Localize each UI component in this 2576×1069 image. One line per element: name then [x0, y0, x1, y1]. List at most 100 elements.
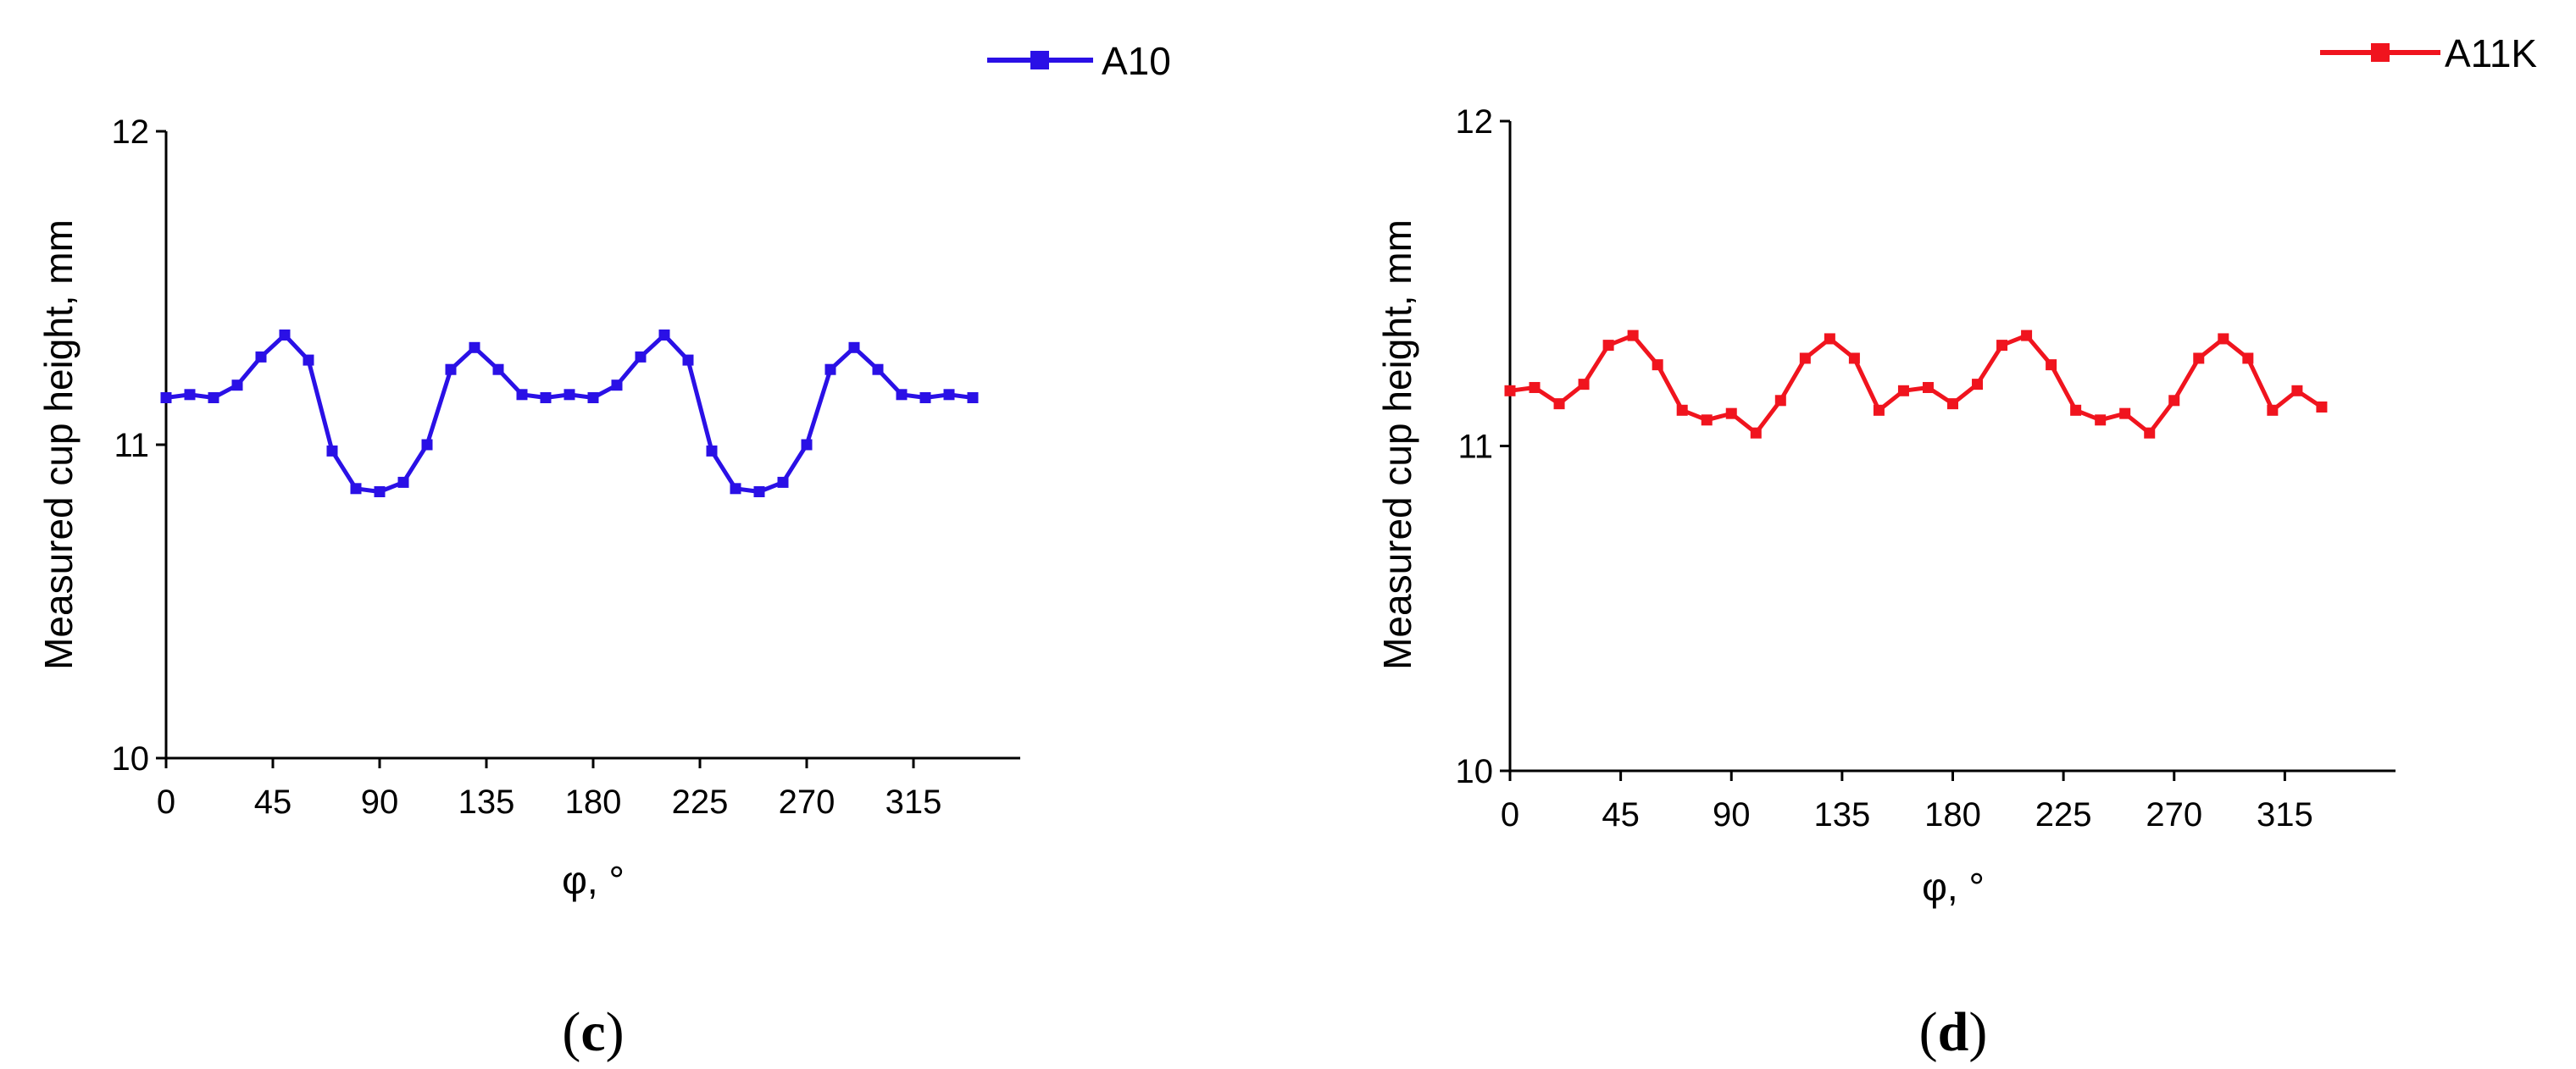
- legend-label-a10: A10: [1102, 39, 1171, 83]
- series-line-c-0: [165, 333, 974, 494]
- data-point-c-7: [326, 445, 338, 457]
- x-tick-label-c-1: 45: [254, 784, 292, 821]
- y-axis-label-c: Measured cup height, mm: [36, 219, 80, 670]
- x-tick-label-d-7: 315: [2257, 796, 2313, 834]
- data-point-c-32: [919, 392, 931, 403]
- data-point-c-17: [564, 389, 575, 401]
- data-point-c-22: [682, 354, 694, 366]
- x-ticks-c: 0 45 90 135 180 225 270 315: [157, 758, 942, 821]
- data-point-d-4: [1602, 340, 1614, 352]
- data-point-d-0: [1504, 385, 1516, 396]
- data-point-d-32: [2291, 385, 2303, 396]
- y-tick-label-d-0: 10: [1456, 753, 1494, 790]
- x-tick-label-d-6: 270: [2146, 796, 2202, 834]
- plot-area-c: [164, 131, 1020, 760]
- data-point-d-1: [1529, 381, 1541, 393]
- legend-swatch-marker-d: [2371, 43, 2390, 62]
- data-point-d-3: [1578, 379, 1590, 390]
- data-point-c-24: [730, 483, 741, 495]
- data-point-d-24: [2095, 414, 2107, 426]
- data-point-d-10: [1750, 427, 1762, 439]
- data-point-c-26: [777, 476, 789, 488]
- x-tick-label-c-4: 180: [565, 784, 622, 821]
- data-point-c-9: [374, 486, 386, 497]
- data-point-d-16: [1897, 385, 1909, 396]
- data-point-c-25: [753, 486, 765, 497]
- y-tick-label-c-0: 10: [112, 740, 150, 778]
- data-point-d-31: [2267, 404, 2279, 416]
- x-tick-label-c-3: 135: [458, 784, 515, 821]
- data-point-d-9: [1725, 407, 1737, 419]
- x-tick-label-d-0: 0: [1501, 796, 1519, 834]
- x-axis-label-c: φ, °: [562, 858, 625, 902]
- data-point-c-6: [303, 354, 314, 366]
- chart-panel-c: 10 11 12 0 45 90 135 180 225 270 315 φ, ° Measure…: [36, 39, 1171, 1063]
- data-point-d-17: [1922, 381, 1934, 393]
- data-point-c-5: [279, 330, 291, 341]
- data-point-d-33: [2316, 401, 2328, 413]
- chart-panel-d: 10 11 12 0 45 90 135 180 225 270 315 φ, ° Measure…: [1375, 31, 2537, 1063]
- data-point-c-20: [635, 351, 647, 363]
- data-point-c-3: [231, 379, 243, 391]
- data-point-d-11: [1774, 395, 1786, 407]
- data-point-d-18: [1947, 398, 1958, 410]
- panel-letter-c: c: [580, 1001, 605, 1063]
- data-point-d-19: [1972, 379, 1984, 390]
- y-tick-label-d-2: 12: [1456, 103, 1494, 141]
- x-tick-label-c-7: 315: [886, 784, 942, 821]
- x-tick-label-c-2: 90: [361, 784, 399, 821]
- data-point-d-30: [2242, 352, 2254, 364]
- y-tick-label-c-1: 11: [114, 427, 149, 464]
- data-point-c-1: [184, 389, 196, 401]
- x-tick-label-d-4: 180: [1924, 796, 1981, 834]
- data-point-d-7: [1676, 404, 1688, 416]
- y-ticks-c: 10 11 12: [112, 114, 166, 778]
- data-point-c-27: [801, 439, 813, 451]
- legend-c: A10: [987, 39, 1171, 83]
- data-point-c-10: [397, 476, 409, 488]
- data-point-d-15: [1873, 404, 1885, 416]
- data-point-c-34: [967, 392, 979, 403]
- x-tick-label-c-6: 270: [779, 784, 836, 821]
- x-tick-label-d-2: 90: [1713, 796, 1751, 834]
- legend-swatch-marker-c: [1030, 51, 1049, 69]
- panel-letter-d: d: [1938, 1001, 1969, 1063]
- data-point-c-30: [872, 363, 884, 375]
- x-tick-label-d-1: 45: [1602, 796, 1640, 834]
- data-point-c-19: [611, 379, 623, 391]
- data-point-d-12: [1799, 352, 1811, 364]
- data-point-c-21: [658, 330, 670, 341]
- data-point-c-8: [350, 483, 362, 495]
- panel-label-d: (d): [1919, 1001, 1988, 1063]
- x-axis-label-d: φ, °: [1922, 865, 1985, 909]
- data-point-c-0: [160, 392, 172, 403]
- data-point-d-14: [1848, 352, 1860, 364]
- data-point-d-20: [1996, 340, 2008, 352]
- y-ticks-d: 10 11 12: [1456, 103, 1510, 790]
- data-point-d-6: [1652, 359, 1663, 371]
- x-tick-label-c-5: 225: [672, 784, 729, 821]
- data-point-d-2: [1553, 398, 1565, 410]
- y-axis-label-d: Measured cup height, mm: [1375, 219, 1419, 670]
- data-point-c-28: [824, 363, 836, 375]
- legend-label-a11k: A11K: [2445, 31, 2537, 75]
- data-point-d-21: [2021, 330, 2033, 341]
- x-tick-label-d-3: 135: [1814, 796, 1871, 834]
- data-point-d-29: [2218, 333, 2229, 345]
- data-point-c-15: [516, 389, 528, 401]
- data-point-d-25: [2119, 407, 2131, 419]
- data-point-d-26: [2144, 427, 2156, 439]
- data-point-d-27: [2168, 395, 2180, 407]
- plot-area-d: [1508, 121, 2396, 773]
- legend-d: A11K: [2320, 31, 2537, 75]
- data-point-d-23: [2070, 404, 2082, 416]
- series-line-d-0: [1509, 333, 2323, 435]
- y-tick-label-c-2: 12: [112, 114, 150, 151]
- x-ticks-d: 0 45 90 135 180 225 270 315: [1501, 771, 2313, 834]
- data-point-c-29: [848, 341, 860, 353]
- data-point-d-28: [2193, 352, 2205, 364]
- data-point-c-31: [896, 389, 908, 401]
- x-tick-label-d-5: 225: [2035, 796, 2092, 834]
- data-point-c-23: [706, 445, 718, 457]
